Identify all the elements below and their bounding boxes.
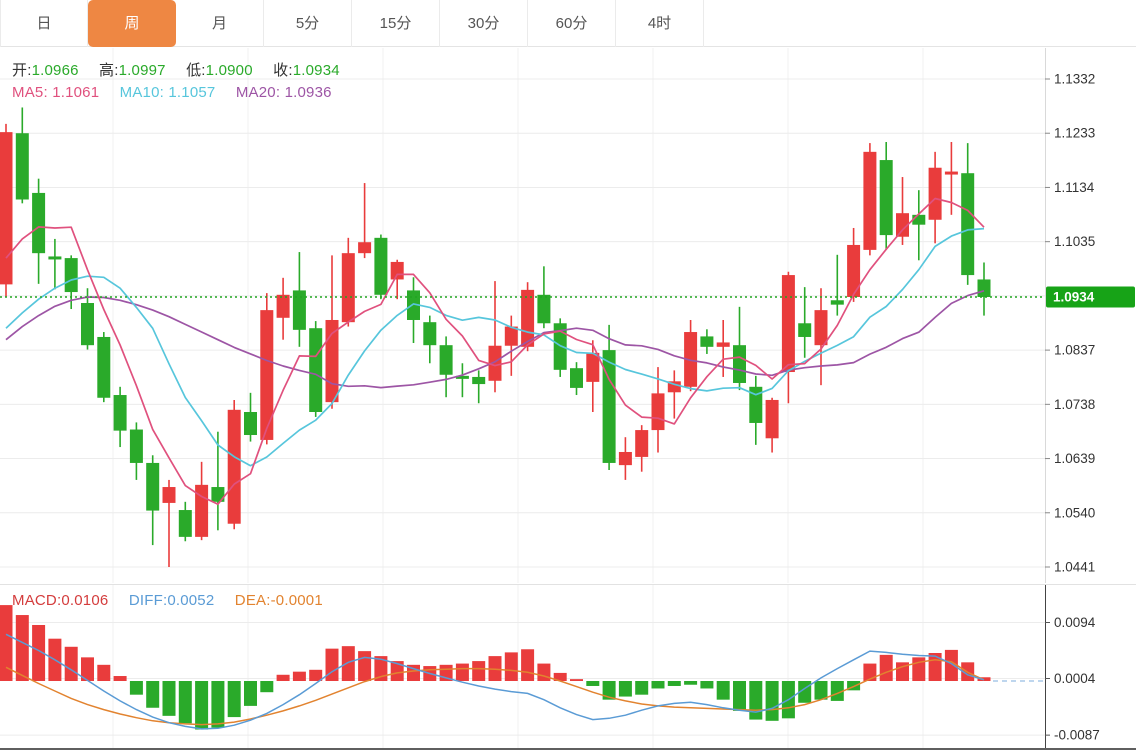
close-value: 1.0934 xyxy=(292,62,340,79)
tab-hour4[interactable]: 4时 xyxy=(616,0,704,47)
price-tick-label: 1.0441 xyxy=(1054,560,1095,575)
ma20-value: 1.0936 xyxy=(284,84,332,101)
candles-layer xyxy=(0,107,991,568)
tab-day[interactable]: 日 xyxy=(0,0,88,47)
price-tick-label: 1.1332 xyxy=(1054,72,1095,87)
tab-week[interactable]: 周 xyxy=(88,0,176,47)
low-value: 1.0900 xyxy=(205,62,253,79)
ma-line-ma5 xyxy=(5,197,985,506)
price-axis: 1.1332 1.1233 1.1134 1.1035 1.0837 1.0738 1.06… xyxy=(1045,48,1100,748)
ma-legend: MA5: 1.1061 MA10: 1.1057 MA20: 1.0936 xyxy=(12,84,348,101)
macd-line-diff xyxy=(5,633,985,730)
macd-value: 0.0106 xyxy=(61,592,109,609)
dea-value: -0.0001 xyxy=(270,592,323,609)
gridlines xyxy=(0,48,1136,748)
diff-value: 0.0052 xyxy=(167,592,215,609)
price-tick-label: 1.0738 xyxy=(1054,397,1095,412)
tab-min15[interactable]: 15分 xyxy=(352,0,440,47)
current-price-value: 1.0934 xyxy=(1053,289,1095,304)
open-label: 开: xyxy=(12,62,32,79)
dea-label: DEA: xyxy=(234,592,271,609)
macd-histogram xyxy=(0,605,991,730)
price-tick-label: 1.1035 xyxy=(1054,234,1095,249)
high-value: 1.0997 xyxy=(118,62,166,79)
macd-tick-label: 0.0004 xyxy=(1054,671,1096,686)
open-value: 1.0966 xyxy=(31,62,79,79)
macd-tick-label: -0.0087 xyxy=(1054,728,1100,743)
ma-line-ma10 xyxy=(5,227,985,467)
macd-tick-label: 0.0094 xyxy=(1054,615,1096,630)
tab-min30[interactable]: 30分 xyxy=(440,0,528,47)
tab-month[interactable]: 月 xyxy=(176,0,264,47)
price-tick-label: 1.1134 xyxy=(1054,180,1095,195)
tab-min60[interactable]: 60分 xyxy=(528,0,616,47)
price-tick-label: 1.0540 xyxy=(1054,505,1095,520)
ma-lines xyxy=(5,197,985,506)
diff-label: DIFF: xyxy=(128,592,168,609)
high-label: 高: xyxy=(99,62,119,79)
ohlc-legend: 开:1.0966 高:1.0997 低:1.0900 收:1.0934 xyxy=(12,59,356,80)
ma10-value: 1.1057 xyxy=(168,84,216,101)
price-tick-label: 1.1233 xyxy=(1054,126,1095,141)
timeframe-tabbar: 日周月 5分 15分 30分 60分 4时 xyxy=(0,0,1136,47)
ma-line-ma20 xyxy=(5,289,985,389)
macd-label: MACD: xyxy=(12,592,62,609)
price-tick-label: 1.0639 xyxy=(1054,451,1095,466)
ma5-label: MA5: xyxy=(12,84,48,101)
low-label: 低: xyxy=(186,62,206,79)
tab-min5[interactable]: 5分 xyxy=(264,0,352,47)
ma5-value: 1.1061 xyxy=(52,84,100,101)
price-tick-label: 1.0837 xyxy=(1054,343,1095,358)
ma20-label: MA20: xyxy=(235,84,281,101)
macd-legend: MACD:0.0106 DIFF:0.0052 DEA:-0.0001 xyxy=(12,592,339,609)
ma10-label: MA10: xyxy=(119,84,165,101)
current-price-tag: 1.0934 xyxy=(1046,286,1135,308)
close-label: 收: xyxy=(273,62,293,79)
